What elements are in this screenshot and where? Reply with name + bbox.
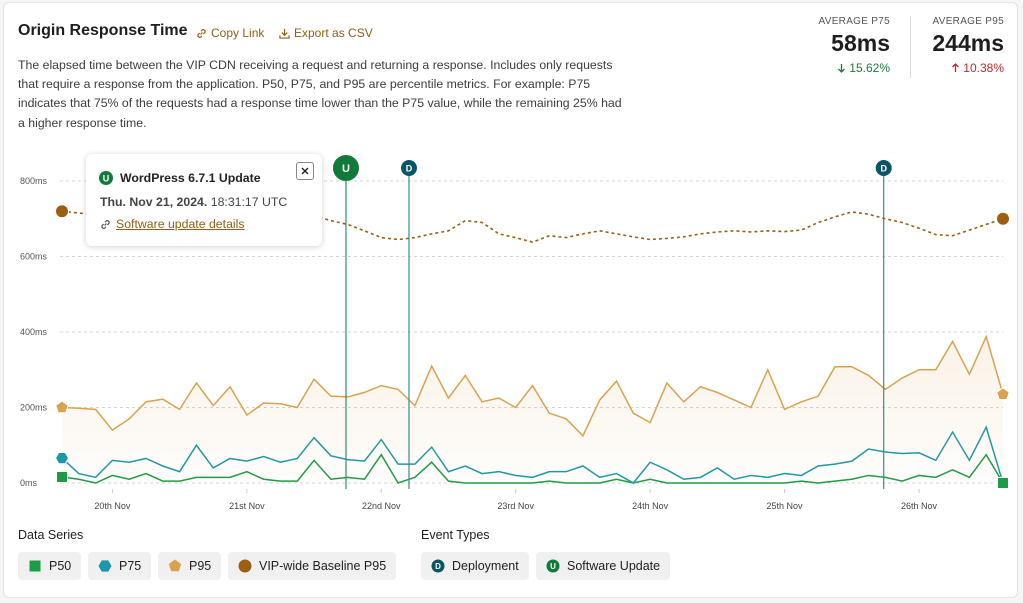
legend-item[interactable]: P50 <box>18 552 82 580</box>
link-icon <box>197 28 206 38</box>
close-button[interactable] <box>296 162 314 180</box>
stat: AVERAGE P75 58ms 15.62% <box>800 16 890 75</box>
description: The elapsed time between the VIP CDN rec… <box>18 58 622 130</box>
legend-letter: U <box>550 562 556 571</box>
legend-title: Data Series <box>18 528 84 542</box>
series-marker <box>996 387 1010 401</box>
series-marker <box>995 211 1011 226</box>
y-tick-label: 200ms <box>20 403 48 413</box>
y-tick-label: 0ms <box>20 478 38 488</box>
arrow-icon <box>952 63 960 72</box>
link-icon <box>101 219 110 229</box>
x-tick-label: 25th Nov <box>767 501 804 511</box>
event-marker <box>332 155 359 181</box>
x-tick-label: 23rd Nov <box>497 501 534 511</box>
event-letter: D <box>880 164 887 174</box>
tooltip-letter: U <box>103 174 110 184</box>
stat-label: AVERAGE P75 <box>818 16 890 27</box>
series-marker <box>55 400 69 414</box>
legend-title: Event Types <box>421 528 490 542</box>
divider <box>910 16 911 78</box>
legend-marker <box>238 559 252 573</box>
legend-label: Deployment <box>452 559 519 573</box>
x-tick-label: 21st Nov <box>229 501 265 511</box>
stat: AVERAGE P95 244ms 10.38% <box>914 16 1004 75</box>
legend-marker <box>431 559 445 573</box>
x-tick-label: 24th Nov <box>632 501 669 511</box>
y-tick-label: 800ms <box>20 176 48 186</box>
stat-change-value: 10.38% <box>963 61 1004 75</box>
legend-icon: U <box>546 559 560 573</box>
legend-icon <box>98 560 112 572</box>
legend-marker <box>98 560 112 572</box>
event-letter: U <box>342 163 350 175</box>
legend-icon <box>238 559 252 573</box>
legend-item[interactable]: D Deployment <box>421 552 529 580</box>
arrow <box>952 63 960 72</box>
x-tick-label: 26th Nov <box>901 501 938 511</box>
stat-value: 58ms <box>831 30 890 56</box>
download-icon <box>279 28 290 39</box>
stat-change: 15.62% <box>800 61 890 75</box>
legend-marker <box>168 559 182 572</box>
legend-item[interactable]: U Software Update <box>536 552 671 580</box>
event-letter: D <box>406 164 413 174</box>
tooltip-title: WordPress 6.7.1 Update <box>120 171 261 185</box>
event-marker <box>875 160 892 176</box>
arrow <box>838 64 846 73</box>
series-marker <box>56 470 68 483</box>
line <box>61 334 1004 438</box>
area <box>62 336 1003 483</box>
legend-icon <box>29 560 41 572</box>
tooltip-icon: U <box>99 171 113 185</box>
legend-label: P50 <box>49 559 72 573</box>
x-tick-label: 22nd Nov <box>362 501 401 511</box>
y-tick-label: 600ms <box>20 252 48 262</box>
stat-label: AVERAGE P95 <box>932 16 1004 27</box>
tooltip-time: 18:31:17 UTC <box>210 195 288 209</box>
legend-icon <box>168 559 182 572</box>
export-csv-text: Export as CSV <box>294 26 373 40</box>
card <box>3 2 1018 598</box>
legend-item[interactable]: VIP-wide Baseline P95 <box>228 552 397 580</box>
tooltip-date: Thu. Nov 21, 2024. <box>100 195 208 209</box>
stat-change-value: 15.62% <box>849 61 890 75</box>
legend-marker <box>546 559 560 573</box>
copy-link-text: Copy Link <box>211 26 265 40</box>
legend-label: P95 <box>189 559 212 573</box>
series-marker <box>54 204 70 219</box>
stat-value: 244ms <box>932 30 1004 56</box>
legend-letter: D <box>435 562 441 571</box>
legend-label: Software Update <box>567 559 661 573</box>
arrow-icon <box>838 64 846 73</box>
legend-label: P75 <box>119 559 142 573</box>
event-marker <box>400 160 417 176</box>
close-icon <box>301 167 309 175</box>
legend-item[interactable]: P95 <box>158 552 222 580</box>
legend-icon: D <box>431 559 445 573</box>
x-tick-label: 20th Nov <box>94 501 131 511</box>
series-marker <box>997 477 1009 489</box>
title: Origin Response Time <box>18 22 188 39</box>
tooltip-link[interactable]: Software update details <box>116 217 245 231</box>
stat-change: 10.38% <box>914 61 1004 75</box>
legend-marker <box>29 560 41 572</box>
tooltip: U WordPress 6.7.1 Update Thu. Nov 21, 20… <box>86 154 322 246</box>
copy-link[interactable]: Copy Link <box>196 26 264 40</box>
legend-label: VIP-wide Baseline P95 <box>259 559 387 573</box>
series-marker <box>54 451 70 465</box>
y-tick-label: 400ms <box>20 327 48 337</box>
export-csv[interactable]: Export as CSV <box>279 26 373 40</box>
legend-item[interactable]: P75 <box>88 552 152 580</box>
